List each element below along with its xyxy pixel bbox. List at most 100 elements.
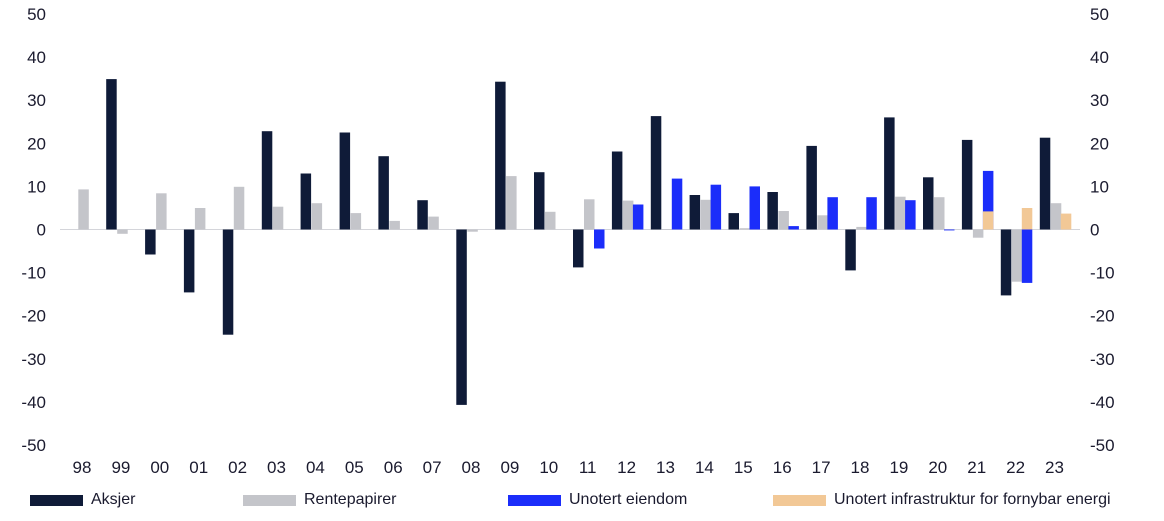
- legend-swatch-unotert-eiendom: [508, 494, 561, 506]
- x-tick-label: 06: [384, 458, 403, 477]
- bar-rentepapirer: [350, 213, 362, 230]
- y-tick-label-left: -30: [21, 350, 46, 369]
- y-tick-label-right: -30: [1090, 350, 1115, 369]
- bar-aksjer: [923, 177, 934, 230]
- y-tick-label-left: 10: [27, 177, 46, 196]
- bar-aksjer: [261, 131, 273, 230]
- y-tick-label-right: 50: [1090, 5, 1109, 24]
- bar-aksjer: [183, 229, 195, 293]
- bar-unotert-eiendom: [710, 184, 722, 230]
- bar-rentepapirer: [661, 229, 673, 230]
- y-tick-label-right: 40: [1090, 48, 1109, 67]
- y-tick-label-right: -10: [1090, 264, 1115, 283]
- y-tick-label-left: 30: [27, 91, 46, 110]
- x-tick-label: 11: [579, 458, 597, 477]
- y-axis-left: 50 40 30 20 10 0 -10 -20 -30 -40 -50: [21, 5, 46, 455]
- y-tick-label-left: 50: [27, 5, 46, 24]
- bar-rentepapirer: [311, 203, 323, 230]
- bar-rentepapirer: [972, 229, 984, 238]
- legend-swatch-aksjer: [30, 494, 83, 506]
- x-tick-label: 22: [1006, 458, 1025, 477]
- x-tick-label: 05: [345, 458, 364, 477]
- x-tick-label: 04: [306, 458, 325, 477]
- y-tick-label-right: -50: [1090, 436, 1115, 455]
- bar-rentepapirer: [856, 226, 867, 230]
- bar-aksjer: [222, 229, 234, 335]
- x-tick-label: 17: [812, 458, 831, 477]
- y-tick-label-right: 20: [1090, 134, 1109, 153]
- bar-rentepapirer: [467, 229, 478, 232]
- bar-aksjer: [1000, 229, 1012, 296]
- bar-aksjer: [378, 156, 389, 230]
- x-tick-label: 01: [189, 458, 208, 477]
- bar-unotert-eiendom: [944, 229, 955, 231]
- bar-unotert-eiendom: [788, 226, 799, 230]
- x-tick-label: 23: [1045, 458, 1064, 477]
- bar-unotert-eiendom: [982, 170, 994, 230]
- legend-item-unotert-eiendom: Unotert eiendom: [508, 489, 687, 511]
- bar-rentepapirer: [78, 189, 89, 230]
- legend-item-aksjer: Aksjer: [30, 489, 135, 511]
- x-tick-label: 14: [695, 458, 714, 477]
- x-tick-label: 09: [500, 458, 519, 477]
- x-tick-label: 10: [539, 458, 558, 477]
- bar-rentepapirer: [1050, 203, 1062, 230]
- y-tick-label-left: -20: [21, 307, 46, 326]
- bar-aksjer: [145, 229, 156, 255]
- bar-rentepapirer: [584, 199, 595, 230]
- legend-item-unotert-infrastruktur: Unotert infrastruktur for fornybar energ…: [773, 489, 1111, 511]
- x-axis: 98 99 00 01 02 03 04 05 06 07 08 09 10 11 12 13 14 15 16 17…: [73, 458, 1064, 477]
- y-tick-label-left: -40: [21, 393, 46, 412]
- y-tick-label-right: -20: [1090, 307, 1115, 326]
- x-tick-label: 18: [851, 458, 870, 477]
- bar-aksjer: [611, 151, 623, 230]
- y-tick-label-left: -10: [21, 264, 46, 283]
- legend-label-aksjer: Aksjer: [91, 491, 136, 508]
- bar-chart: 50 40 30 20 10 0 -10 -20 -30 -40 -50 50 40 30 20 10 0 -1…: [21, 5, 1115, 477]
- x-tick-label: 00: [150, 458, 169, 477]
- bar-rentepapirer: [739, 228, 750, 230]
- bar-aksjer: [728, 213, 739, 230]
- x-tick-label: 07: [423, 458, 442, 477]
- legend-item-rentepapirer: Rentepapirer: [243, 489, 397, 511]
- bar-aksjer: [1039, 137, 1051, 230]
- legend-label-rentepapirer: Rentepapirer: [304, 491, 397, 508]
- y-tick-label-right: -40: [1090, 393, 1115, 412]
- x-tick-label: 13: [656, 458, 675, 477]
- bar-rentepapirer: [389, 220, 400, 230]
- bar-unotert-eiendom: [905, 200, 916, 230]
- bar-unotert-infrastruktur-for-fornybar-energi: [1021, 208, 1033, 230]
- legend-swatch-rentepapirer: [243, 494, 296, 506]
- bar-rentepapirer: [117, 229, 128, 234]
- bar-aksjer: [573, 229, 584, 268]
- legend-label-unotert-infrastruktur: Unotert infrastruktur for fornybar energ…: [834, 491, 1111, 508]
- bar-unotert-eiendom: [827, 197, 838, 230]
- bar-aksjer: [417, 200, 428, 230]
- bar-aksjer: [650, 116, 662, 230]
- bar-aksjer: [456, 229, 467, 405]
- bar-unotert-eiendom: [1021, 229, 1033, 283]
- legend-swatch-unotert-infrastruktur: [773, 494, 826, 506]
- bar-unotert-eiendom: [594, 229, 605, 249]
- y-tick-label-right: 0: [1090, 221, 1099, 240]
- bar-unotert-eiendom: [632, 204, 644, 230]
- bar-series-group: [78, 79, 1072, 405]
- bar-aksjer: [106, 79, 117, 230]
- x-tick-label: 08: [462, 458, 481, 477]
- y-tick-label-left: 0: [37, 221, 46, 240]
- bar-aksjer: [961, 139, 973, 230]
- bar-rentepapirer: [934, 197, 945, 230]
- bar-unotert-eiendom: [671, 178, 683, 230]
- x-tick-label: 98: [73, 458, 92, 477]
- bar-rentepapirer: [622, 200, 634, 230]
- bar-aksjer: [495, 81, 506, 230]
- y-tick-label-left: 40: [27, 48, 46, 67]
- bar-aksjer: [339, 132, 351, 230]
- x-tick-label: 21: [967, 458, 986, 477]
- x-tick-label: 15: [734, 458, 753, 477]
- x-tick-label: 16: [773, 458, 792, 477]
- bar-aksjer: [689, 195, 701, 230]
- bar-rentepapirer: [817, 215, 828, 230]
- x-tick-label: 02: [228, 458, 247, 477]
- bar-rentepapirer: [506, 176, 517, 230]
